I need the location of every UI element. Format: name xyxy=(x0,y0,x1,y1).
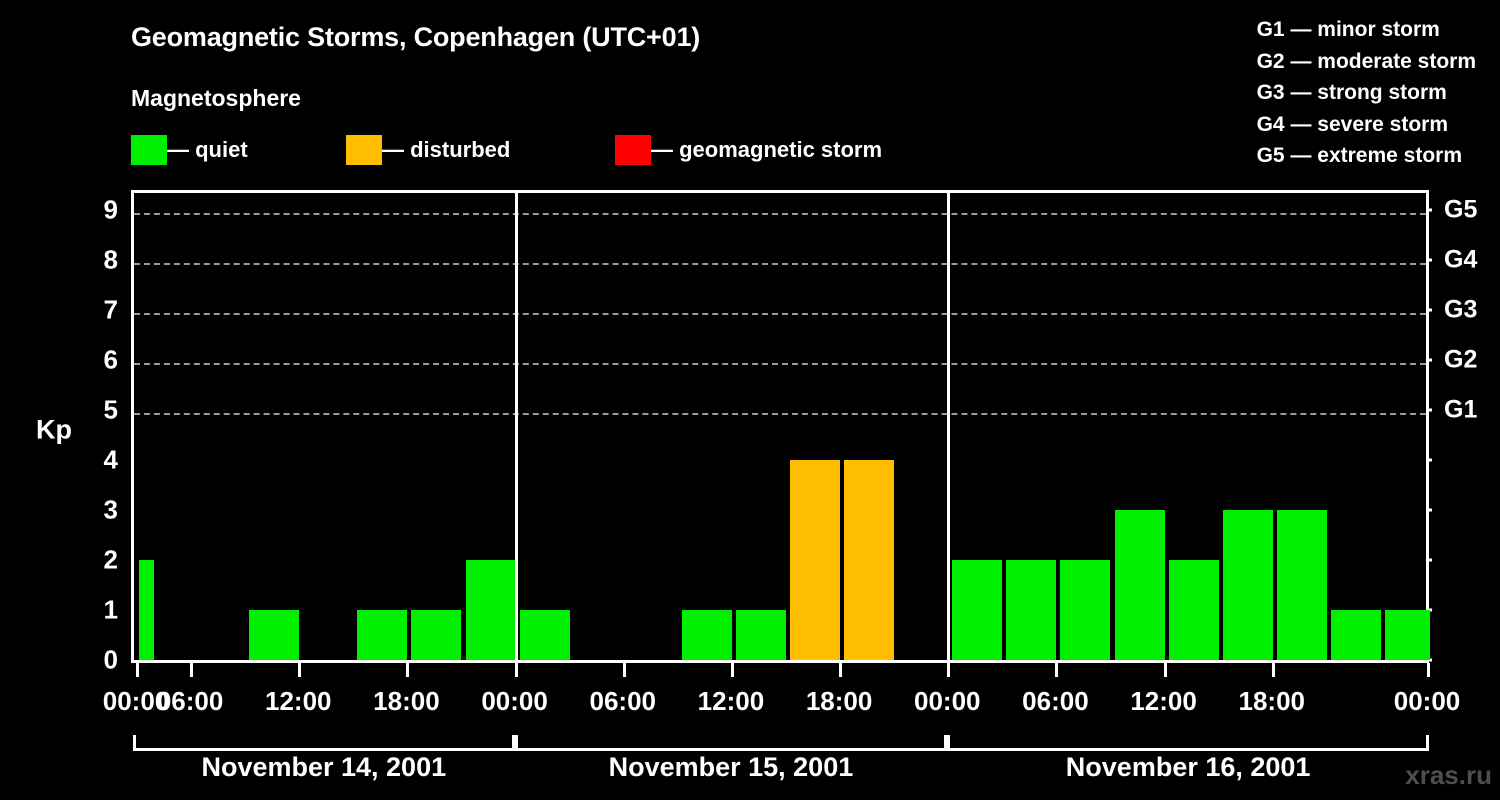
x-tick-label: 12:00 xyxy=(1130,686,1197,716)
y-tick-label: 6 xyxy=(103,344,118,375)
x-tick-label: 12:00 xyxy=(697,686,765,716)
chart-title: Geomagnetic Storms, Copenhagen (UTC+01) xyxy=(131,22,701,52)
legend-item-label: — quiet xyxy=(167,137,248,162)
g-scale-legend-row: G4 — severe storm xyxy=(1256,112,1449,136)
legend-swatch-disturbed xyxy=(346,135,382,165)
legend-item-label: — geomagnetic storm xyxy=(651,137,883,162)
bar-kp-1 xyxy=(249,610,300,660)
legend-item-label: — disturbed xyxy=(382,137,511,162)
x-tick-mark xyxy=(1055,663,1059,677)
bar-kp-1 xyxy=(411,610,462,660)
date-bracket xyxy=(133,735,515,751)
gridline xyxy=(134,413,1426,415)
gridline xyxy=(134,263,1426,265)
x-tick-label: 00:00 xyxy=(914,686,981,716)
x-tick-label: 18:00 xyxy=(805,686,873,716)
y-tick-label: 1 xyxy=(103,594,118,625)
x-tick-mark xyxy=(730,663,734,677)
plot-area xyxy=(131,190,1430,660)
bar-kp-2 xyxy=(465,560,516,660)
legend-swatch-storm xyxy=(615,135,651,165)
x-tick-label: 00:00 xyxy=(102,686,170,716)
g-scale-legend-row: G5 — extreme storm xyxy=(1256,144,1463,167)
bar-kp-1 xyxy=(519,610,570,660)
x-tick-mark xyxy=(298,663,302,677)
date-bracket xyxy=(947,735,1429,751)
x-tick-label: 18:00 xyxy=(373,686,440,716)
gridlines xyxy=(134,193,1426,660)
x-axis-baseline xyxy=(131,660,1429,663)
x-tick-label: 06:00 xyxy=(589,686,657,716)
g-scale-legend-row: G3 — strong storm xyxy=(1256,81,1447,104)
date-label: November 14, 2001 xyxy=(201,752,447,782)
x-tick-label: 00:00 xyxy=(1393,686,1461,716)
bar-kp-2 xyxy=(1060,560,1111,660)
x-tick-label: 06:00 xyxy=(1022,686,1089,716)
g-scale-legend-row: G1 — minor storm xyxy=(1256,18,1440,41)
x-tick-mark xyxy=(947,663,951,677)
watermark: xras.ru xyxy=(1405,760,1492,790)
x-tick-label: 18:00 xyxy=(1238,686,1306,716)
date-bracket xyxy=(514,735,948,751)
bar-kp-3 xyxy=(1114,510,1165,660)
y-tick-label: 2 xyxy=(103,544,118,575)
date-label: November 15, 2001 xyxy=(608,752,854,782)
bar-kp-2 xyxy=(1006,560,1057,660)
chart-subtitle: Magnetosphere xyxy=(131,85,301,111)
day-divider xyxy=(514,190,518,663)
x-tick-mark xyxy=(622,663,626,677)
bar-kp-4 xyxy=(790,460,841,660)
x-tick-mark xyxy=(514,663,518,677)
y-tick-label: 5 xyxy=(103,394,118,425)
y-tick-label: 0 xyxy=(103,644,118,675)
x-tick-mark xyxy=(1427,663,1430,677)
legend-item: — geomagnetic storm xyxy=(615,133,882,167)
bar-kp-1 xyxy=(1384,610,1430,660)
y-tick-label: 3 xyxy=(103,494,118,525)
g-tick-label: G4 xyxy=(1444,245,1478,274)
g-tick-label: G3 xyxy=(1444,295,1478,324)
gridline xyxy=(134,313,1426,315)
bar-kp-1 xyxy=(735,610,786,660)
x-tick-label: 06:00 xyxy=(156,686,224,716)
bar-series xyxy=(134,193,1430,660)
y-tick-label: 9 xyxy=(103,194,118,225)
bar-kp-2 xyxy=(1168,560,1219,660)
x-tick-mark xyxy=(839,663,843,677)
x-tick-mark xyxy=(406,663,410,677)
y-tick-label: 4 xyxy=(103,444,118,475)
g-scale-legend: G1 — minor storm G2 — moderate storm G3 — … xyxy=(1257,14,1476,172)
g-tick-label: G5 xyxy=(1444,195,1478,224)
bar-kp-3 xyxy=(1222,510,1273,660)
y-tick-label: 8 xyxy=(103,244,118,275)
gridline xyxy=(134,213,1426,215)
x-tick-mark xyxy=(1163,663,1167,677)
x-tick-label: 12:00 xyxy=(265,686,332,716)
g-scale-legend-row: G2 — moderate storm xyxy=(1256,49,1476,73)
legend-item: — disturbed xyxy=(346,133,510,167)
bar-kp-1 xyxy=(357,610,408,660)
bar-kp-2 xyxy=(139,560,154,660)
x-tick-mark xyxy=(190,663,194,677)
bar-kp-3 xyxy=(1276,510,1327,660)
date-label: November 16, 2001 xyxy=(1065,752,1311,782)
bar-kp-1 xyxy=(681,610,732,660)
bar-kp-2 xyxy=(952,560,1003,660)
gridline xyxy=(134,363,1426,365)
day-divider xyxy=(947,190,951,663)
x-tick-mark xyxy=(1271,663,1275,677)
g-tick-label: G1 xyxy=(1444,395,1478,424)
x-tick-mark xyxy=(136,663,139,677)
bar-kp-1 xyxy=(1330,610,1381,660)
x-tick-label: 00:00 xyxy=(481,686,548,716)
bar-kp-4 xyxy=(844,460,895,660)
legend-swatch-quiet xyxy=(131,135,167,165)
g-tick-label: G2 xyxy=(1444,345,1478,374)
y-axis-title: Kp xyxy=(36,414,72,445)
y-tick-label: 7 xyxy=(103,294,118,325)
legend-item: — quiet xyxy=(131,133,248,167)
